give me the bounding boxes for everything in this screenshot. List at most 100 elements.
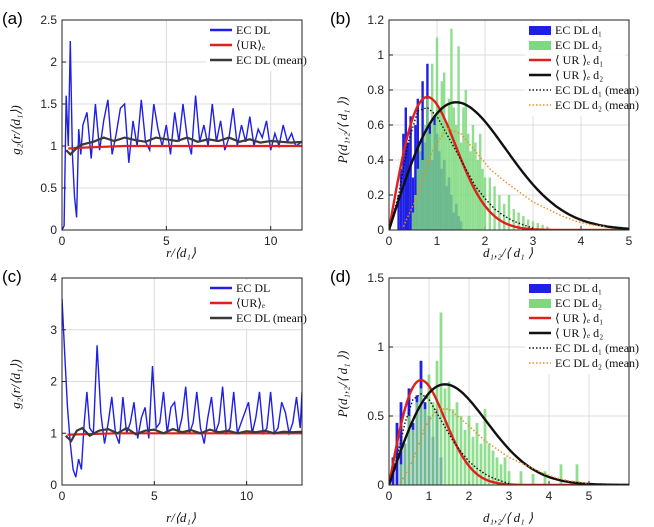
- bar-d1: [402, 133, 405, 230]
- bar-d2: [575, 464, 579, 485]
- series-line: [389, 106, 534, 230]
- series-line: [389, 378, 629, 485]
- series-line: [389, 95, 629, 230]
- bar-d2: [531, 221, 535, 230]
- bar-d2: [445, 125, 448, 230]
- bar-d2: [469, 151, 472, 230]
- bar-d2: [455, 402, 459, 485]
- legend-swatch: [529, 26, 551, 35]
- bar-d2: [433, 125, 436, 230]
- tick-label-y: 0.2: [367, 188, 384, 202]
- bar-d2: [493, 186, 496, 230]
- axes-frame: [388, 19, 630, 231]
- bar-d2: [487, 443, 491, 485]
- tick-label-y: 0.4: [367, 153, 384, 167]
- panel-label-b: (b): [330, 9, 351, 28]
- bar-d2: [403, 443, 407, 485]
- bar-d1: [404, 107, 407, 230]
- legend-swatch: [529, 41, 551, 50]
- bar-d2: [435, 37, 439, 230]
- bar-d2: [503, 203, 506, 230]
- legend-swatch: [529, 299, 551, 308]
- ylabel-b: P(d₁,₂/⟨ d₁ ⟩): [335, 97, 350, 165]
- series-line: [400, 408, 590, 485]
- plot-area: [389, 312, 629, 485]
- series-line: [64, 426, 302, 443]
- series-line: [65, 136, 302, 156]
- bar-d2: [419, 142, 422, 230]
- bar-d1: [414, 125, 417, 230]
- bar-d2: [438, 107, 441, 230]
- bar-d2: [415, 402, 419, 485]
- bar-d2: [491, 450, 495, 485]
- bar-d2: [522, 216, 525, 230]
- panel-label-d: (d): [330, 267, 351, 286]
- tick-label-x: 4: [546, 489, 553, 503]
- bar-d2: [475, 422, 479, 485]
- legend-label: EC DL: [236, 281, 270, 295]
- bar-d2: [411, 212, 415, 230]
- tick-label-y: 4: [50, 271, 57, 285]
- bar-d2: [499, 464, 503, 485]
- tick-label-x: 0: [59, 234, 66, 248]
- bar-d2: [536, 223, 539, 230]
- tick-label-y: 0: [50, 478, 57, 492]
- bar-d2: [519, 471, 523, 485]
- bar-d2: [459, 142, 463, 230]
- bar-d2: [546, 226, 549, 230]
- bar-d2: [411, 429, 415, 485]
- bar-d1: [399, 402, 403, 485]
- xlabel-b: d₁,₂/⟨ d₁ ⟩: [483, 245, 533, 260]
- legend-label: EC DL d₂: [555, 296, 602, 310]
- bar-d2: [483, 409, 487, 485]
- bar-d2: [495, 457, 499, 485]
- bar-d1: [397, 195, 400, 230]
- bar-d2: [471, 125, 475, 230]
- bar-d1: [399, 168, 403, 230]
- bar-d2: [543, 471, 547, 485]
- axes-frame: [388, 277, 630, 486]
- tick-label-y: 2: [50, 375, 57, 389]
- tick-label-y: 2.5: [40, 13, 57, 27]
- tick-label-x: 1: [426, 489, 433, 503]
- legend-label: ⟨UR⟩ₑ: [236, 38, 265, 52]
- bar-d2: [428, 133, 431, 230]
- bar-d2: [443, 72, 446, 230]
- tick-label-x: 4: [578, 234, 585, 248]
- panel-label-c: (c): [2, 267, 22, 286]
- bar-d2: [488, 177, 491, 230]
- legend-label: ⟨UR⟩ₑ: [236, 296, 265, 310]
- bar-d1: [411, 177, 415, 230]
- series-line: [68, 144, 302, 150]
- tick-label-y: 0.5: [367, 409, 384, 423]
- bar-d2: [435, 360, 439, 485]
- tick-label-x: 5: [163, 234, 170, 248]
- tick-label-y: 0.8: [367, 83, 384, 97]
- legend-label: EC DL (mean): [236, 53, 307, 67]
- bar-d2: [479, 443, 483, 485]
- tick-label-y: 1: [377, 340, 384, 354]
- panel-a: 0 5 10 0 0.5 1 1.5 2 2.5 EC DL⟨UR⟩ₑEC DL (mean): [40, 13, 307, 248]
- bar-d2: [431, 402, 435, 485]
- bar-d1: [421, 81, 424, 230]
- bar-d2: [467, 133, 470, 230]
- bar-d2: [455, 125, 458, 230]
- series-line: [62, 40, 302, 230]
- bar-d2: [462, 107, 465, 230]
- bar-d2: [507, 195, 511, 230]
- tick-label-y: 1: [50, 426, 57, 440]
- tick-label-x: 10: [264, 234, 278, 248]
- tick-label-y: 3: [50, 323, 57, 337]
- bar-d2: [457, 46, 460, 230]
- xlabel-d: d₁,₂/⟨ d₁ ⟩: [483, 510, 533, 525]
- bar-d2: [481, 168, 484, 230]
- bar-d2: [498, 195, 501, 230]
- bar-d2: [531, 473, 535, 485]
- bar-d2: [399, 464, 403, 485]
- legend-label: EC DL d₁: [555, 281, 602, 295]
- bar-d2: [452, 107, 455, 230]
